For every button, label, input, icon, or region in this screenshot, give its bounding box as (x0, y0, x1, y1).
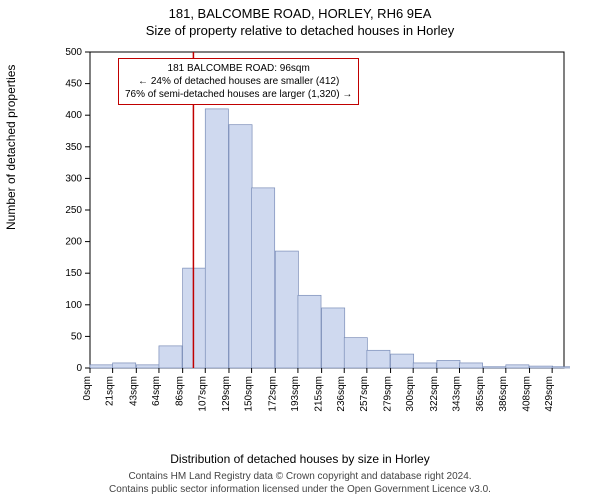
y-axis-label: Number of detached properties (4, 65, 18, 230)
histogram-bar (344, 338, 367, 368)
histogram-bar (136, 365, 159, 368)
svg-text:300: 300 (65, 173, 82, 184)
svg-text:107sqm: 107sqm (197, 376, 208, 412)
histogram-bar (322, 308, 345, 368)
svg-text:322sqm: 322sqm (429, 376, 440, 412)
footer-line-1: Contains HM Land Registry data © Crown c… (0, 470, 600, 483)
svg-text:129sqm: 129sqm (221, 376, 232, 412)
histogram-bar (205, 109, 228, 368)
annotation-callout: 181 BALCOMBE ROAD: 96sqm ← 24% of detach… (118, 58, 359, 105)
svg-text:193sqm: 193sqm (290, 376, 301, 412)
histogram-bar (252, 188, 275, 368)
svg-text:500: 500 (65, 47, 82, 58)
svg-text:0: 0 (76, 363, 82, 374)
svg-text:172sqm: 172sqm (267, 376, 278, 412)
svg-text:236sqm: 236sqm (336, 376, 347, 412)
svg-text:386sqm: 386sqm (498, 376, 509, 412)
histogram-bar (413, 363, 436, 368)
chart-area: 0 50 100 150 200 250 300 350 400 450 500 0sqm 21sqm 4… (60, 46, 570, 416)
svg-text:350: 350 (65, 142, 82, 153)
svg-text:21sqm: 21sqm (105, 376, 116, 406)
svg-text:86sqm: 86sqm (175, 376, 186, 406)
histogram-bar (530, 366, 553, 368)
svg-text:400: 400 (65, 110, 82, 121)
svg-text:50: 50 (71, 331, 83, 342)
footer-line-2: Contains public sector information licen… (0, 483, 600, 496)
title-line-2: Size of property relative to detached ho… (0, 23, 600, 38)
svg-text:279sqm: 279sqm (383, 376, 394, 412)
svg-text:100: 100 (65, 300, 82, 311)
histogram-bar (367, 350, 390, 368)
title-line-1: 181, BALCOMBE ROAD, HORLEY, RH6 9EA (0, 6, 600, 21)
annotation-line-1: 181 BALCOMBE ROAD: 96sqm (125, 62, 352, 75)
svg-text:429sqm: 429sqm (544, 376, 555, 412)
histogram-bar (391, 354, 414, 368)
svg-text:257sqm: 257sqm (359, 376, 370, 412)
histogram-bar (90, 365, 113, 368)
annotation-line-2: ← 24% of detached houses are smaller (41… (125, 75, 352, 88)
svg-text:215sqm: 215sqm (314, 376, 325, 412)
svg-text:0sqm: 0sqm (82, 376, 93, 400)
annotation-line-3: 76% of semi-detached houses are larger (… (125, 88, 352, 101)
svg-text:300sqm: 300sqm (405, 376, 416, 412)
chart-title-block: 181, BALCOMBE ROAD, HORLEY, RH6 9EA Size… (0, 0, 600, 38)
svg-text:250: 250 (65, 205, 82, 216)
svg-text:200: 200 (65, 237, 82, 248)
histogram-bar (298, 295, 321, 368)
svg-text:450: 450 (65, 79, 82, 90)
histogram-bar (483, 367, 506, 368)
svg-text:343sqm: 343sqm (452, 376, 463, 412)
svg-text:43sqm: 43sqm (128, 376, 139, 406)
histogram-bar (437, 360, 460, 368)
svg-text:408sqm: 408sqm (522, 376, 533, 412)
histogram-bar (460, 363, 483, 368)
histogram-bar (159, 346, 182, 368)
svg-text:150: 150 (65, 268, 82, 279)
svg-text:150sqm: 150sqm (244, 376, 255, 412)
x-axis-label: Distribution of detached houses by size … (0, 452, 600, 466)
histogram-bar (113, 363, 136, 368)
histogram-bar (506, 365, 529, 368)
histogram-bar (552, 367, 570, 368)
histogram-bar (229, 125, 252, 368)
svg-text:64sqm: 64sqm (151, 376, 162, 406)
histogram-bar (275, 251, 298, 368)
svg-text:365sqm: 365sqm (475, 376, 486, 412)
histogram-bar (183, 268, 206, 368)
footer-attribution: Contains HM Land Registry data © Crown c… (0, 470, 600, 496)
